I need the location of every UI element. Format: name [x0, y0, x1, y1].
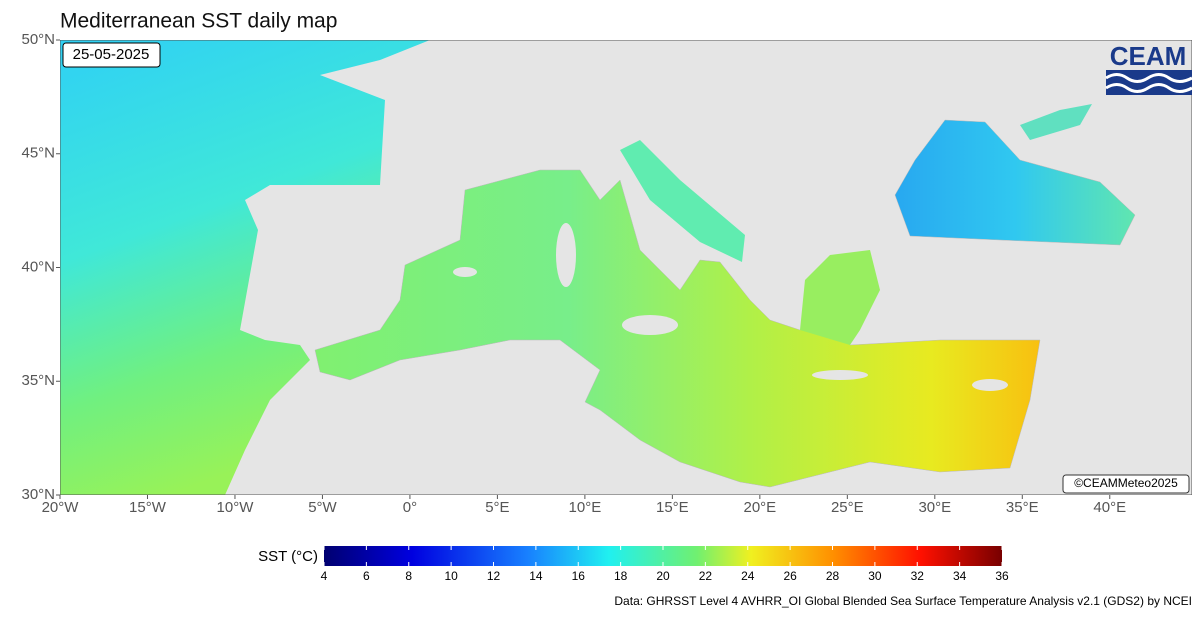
colorbar-tick-label: 32	[911, 569, 925, 583]
island	[812, 370, 868, 380]
colorbar-title: SST (°C)	[258, 548, 318, 565]
atlantic	[60, 40, 430, 495]
colorbar-tick-label: 10	[444, 569, 458, 583]
logo-text: CEAM	[1110, 41, 1187, 71]
colorbar-tick-label: 14	[529, 569, 543, 583]
x-tick-label: 5°W	[308, 499, 337, 516]
y-tick-label: 45°N	[21, 145, 55, 162]
colorbar-tick-label: 6	[363, 569, 370, 583]
x-tick-label: 40°E	[1093, 499, 1126, 516]
date: 25-05-2025	[73, 46, 150, 63]
credit-box	[1062, 474, 1190, 494]
y-tick-label: 50°N	[21, 31, 55, 48]
date-box	[62, 42, 161, 68]
logo: CEAM	[1105, 41, 1193, 95]
island	[972, 379, 1008, 391]
colorbar-tick-label: 36	[995, 569, 1009, 583]
mediterranean	[314, 169, 1041, 488]
colorbar	[324, 546, 1002, 566]
x-tick-label: 30°E	[918, 499, 951, 516]
x-tick-label: 35°E	[1006, 499, 1039, 516]
adriatic	[620, 140, 745, 262]
x-tick-label: 15°E	[656, 499, 689, 516]
colorbar-tick-label: 24	[741, 569, 755, 583]
colorbar-tick-label: 12	[487, 569, 501, 583]
colorbar-tick-label: 28	[826, 569, 840, 583]
title: Mediterranean SST daily map	[60, 10, 337, 33]
y-tick-label: 40°N	[21, 258, 55, 275]
logo-wave-lines	[1105, 73, 1193, 93]
azov	[1020, 104, 1092, 140]
x-tick-label: 20°E	[743, 499, 776, 516]
credit: ©CEAMMeteo2025	[1074, 476, 1178, 490]
island	[556, 223, 576, 287]
colorbar-tick-label: 22	[699, 569, 713, 583]
colorbar-tick-label: 8	[405, 569, 412, 583]
colorbar-tick-label: 30	[868, 569, 882, 583]
colorbar-tick-label: 26	[783, 569, 797, 583]
colorbar-tick-label: 4	[321, 569, 328, 583]
island	[622, 315, 678, 335]
aegean	[800, 250, 880, 345]
colorbar-tick-label: 34	[953, 569, 967, 583]
colorbar-tick-label: 18	[614, 569, 628, 583]
x-tick-label: 15°W	[129, 499, 167, 516]
x-tick-label: 5°E	[485, 499, 509, 516]
x-tick-label: 10°E	[569, 499, 602, 516]
colorbar-tick-label: 16	[572, 569, 586, 583]
x-tick-label: 20°W	[42, 499, 80, 516]
source: Data: GHRSST Level 4 AVHRR_OI Global Ble…	[614, 594, 1192, 608]
x-tick-label: 0°	[403, 499, 417, 516]
y-tick-label: 30°N	[21, 486, 55, 503]
black-sea	[894, 119, 1136, 246]
y-tick-label: 35°N	[21, 372, 55, 389]
island	[453, 267, 477, 277]
colorbar-tick-label: 20	[656, 569, 670, 583]
x-tick-label: 10°W	[217, 499, 255, 516]
x-tick-label: 25°E	[831, 499, 864, 516]
map	[60, 40, 1192, 495]
